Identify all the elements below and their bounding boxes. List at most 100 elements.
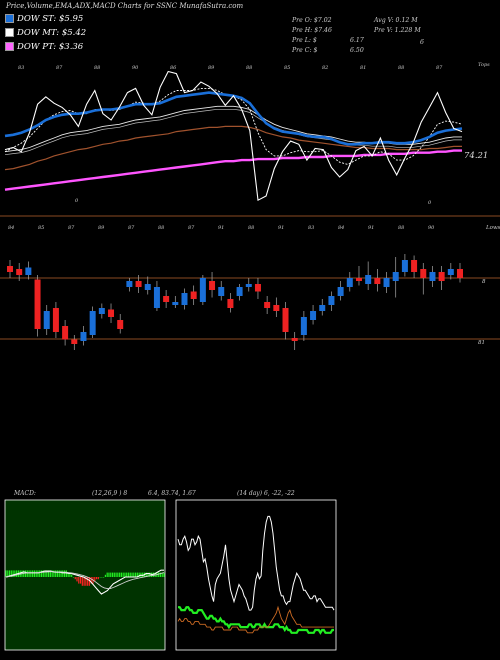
macd-hist-bar [67,572,69,577]
info-pre-open: Pre O: $7.02 [292,17,332,24]
info-pre-close: Pre C: $ [292,47,318,54]
macd-hist-bar [79,577,82,584]
macd-hist-bar [63,570,66,577]
candles-panel: 84 85 87 89 87 88 87 91 88 91 83 84 91 88 90 Lows 8 81 [0,225,500,350]
bottom-x-label: 89 [98,225,105,231]
macd-hist-bar [37,570,39,577]
candle-right-label: 8 [482,279,486,285]
info-pre-high: Pre H: $7.46 [292,27,332,34]
candle-body [392,272,399,281]
macd-hist-bar [32,570,34,577]
adx-line-adx [177,515,335,611]
candle-body [264,302,271,308]
macd-panel [5,569,165,595]
macd-hist-bar [87,577,89,586]
dow-mt-label: DOW MT: $5.42 [17,28,87,38]
macd-hist-bar [71,574,73,577]
macd-hist-bar [117,572,119,577]
bottom-x-label: 84 [338,225,344,231]
macd-hist-bar [120,572,122,577]
macd-hist-bar [8,570,11,577]
candle-body [411,260,418,272]
macd-hist-bar [136,572,138,577]
candle-body [254,284,261,292]
candle-body [172,302,179,305]
macd-hist-bar [115,572,117,577]
bottom-x-label: 87 [128,225,135,231]
macd-hist-bar [53,570,55,577]
macd-hist-bar [122,572,124,577]
bottom-x-label: 88 [248,225,254,231]
series-ema-brown [4,125,462,171]
info-avg-volume: Avg V: 0.12 M [374,17,418,24]
macd-hist-bar [103,577,105,578]
adx-panel [177,515,335,635]
info-low-value: 6.17 [350,37,364,44]
macd-hist-bar [81,577,83,586]
top-x-label: 85 [284,65,290,71]
macd-hist-bar [159,572,162,577]
candle-body [16,269,23,275]
macd-hist-bar [44,570,46,577]
macd-hist-bar [62,570,64,577]
macd-params: (12,26,9 ) 8 [92,490,128,497]
candle-body [181,293,188,305]
macd-hist-bar [108,572,110,577]
macd-hist-bar [149,572,151,577]
candle-body [153,287,160,308]
macd-hist-bar [51,570,53,577]
macd-hist-bar [26,570,28,577]
candle-body [117,320,124,329]
bottom-x-label: 90 [428,225,435,231]
macd-hist-bar [5,570,7,577]
macd-hist-bar [55,570,57,577]
series-ema-blue [4,91,463,146]
series-price [4,70,463,202]
macd-hist-bar [106,572,108,577]
top-x-label: 81 [360,65,366,71]
top-x-label: 88 [398,65,404,71]
candle-right-label: Lows [485,225,500,231]
info-pre-low: Pre L: $ [292,37,317,44]
candle-body [291,338,298,341]
candle-body [457,269,463,278]
macd-hist-bar [133,572,135,577]
bottom-x-label: 91 [278,225,284,231]
bottom-x-label: 88 [398,225,404,231]
bottom-x-label: 91 [218,225,224,231]
macd-hist-bar [78,577,80,584]
macd-hist-bar [99,577,101,578]
top-x-label: 83 [18,65,24,71]
bottom-x-label: 91 [368,225,374,231]
top-x-label: 87 [436,65,443,71]
macd-hist-bar [161,572,163,577]
candle-body [374,278,381,284]
macd-hist-bar [134,572,137,577]
candle-body [108,309,115,317]
adx-line-plus-di [178,606,334,635]
dow-pt-swatch [5,42,14,51]
macd-hist-bar [48,570,50,577]
macd-hist-bar [10,570,12,577]
info-close-value: 6.50 [350,47,364,54]
candle-body [337,287,344,296]
candle-right-label: 81 [478,340,485,346]
macd-hist-bar [138,572,140,577]
macd-panel-frame [4,499,166,651]
price-marker: 0 [428,200,432,206]
macd-hist-bar [126,572,128,577]
bottom-x-label: 87 [68,225,75,231]
dow-st-swatch [5,14,14,23]
macd-line-signal [5,571,165,590]
candle-body [245,284,252,287]
legend-dow-pt: DOW PT: $3.36 [5,42,83,52]
macd-hist-bar [145,572,147,577]
candle-body [300,317,307,335]
info-pre-volume: Pre V: 1.228 M [374,27,421,34]
candle-body [438,272,445,281]
adx-line-minus-di [177,605,334,634]
macd-hist-bar [104,574,107,577]
macd-hist-bar [14,570,16,577]
macd-hist-bar [94,577,96,582]
candle-body [355,278,362,281]
